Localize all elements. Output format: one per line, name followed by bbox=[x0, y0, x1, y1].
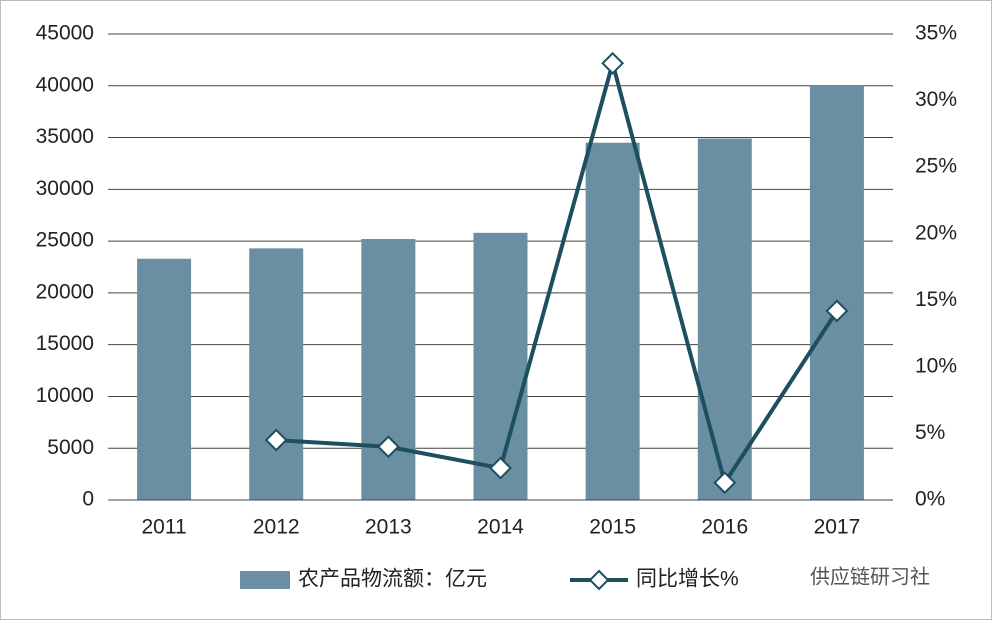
x-tick-label: 2013 bbox=[365, 516, 412, 539]
line-marker bbox=[713, 471, 737, 495]
y-tick-label: 5000 bbox=[47, 436, 94, 459]
x-tick-label: 2016 bbox=[701, 516, 748, 539]
bar bbox=[585, 142, 640, 500]
y-tick-label: 40000 bbox=[36, 73, 94, 96]
y2-tick-label: 5% bbox=[915, 421, 945, 444]
y-tick-label: 20000 bbox=[36, 280, 94, 303]
x-tick-label: 2017 bbox=[814, 516, 861, 539]
watermark: 供应链研习社 bbox=[810, 565, 930, 588]
y-tick-label: 30000 bbox=[36, 177, 94, 200]
y-tick-label: 25000 bbox=[36, 229, 94, 252]
legend-swatch bbox=[240, 571, 290, 589]
y2-tick-label: 10% bbox=[915, 354, 957, 377]
x-tick-label: 2012 bbox=[253, 516, 300, 539]
y-tick-label: 35000 bbox=[36, 125, 94, 148]
y2-tick-label: 15% bbox=[915, 288, 957, 311]
y2-tick-label: 20% bbox=[915, 221, 957, 244]
bar bbox=[809, 85, 864, 501]
x-tick-label: 2011 bbox=[141, 516, 186, 539]
y-tick-label: 45000 bbox=[36, 22, 94, 45]
y2-tick-label: 25% bbox=[915, 155, 957, 178]
y2-tick-label: 0% bbox=[915, 488, 945, 511]
y2-tick-label: 35% bbox=[915, 22, 957, 45]
y2-tick-label: 30% bbox=[915, 88, 957, 111]
line-marker bbox=[489, 456, 512, 480]
legend-marker bbox=[588, 569, 610, 591]
line bbox=[276, 55, 839, 488]
bar bbox=[137, 258, 192, 500]
y-tick-label: 15000 bbox=[36, 332, 94, 355]
line-marker bbox=[825, 299, 849, 323]
bar bbox=[697, 138, 752, 500]
x-tick-label: 2014 bbox=[477, 516, 524, 539]
legend-label: 农产品物流额：亿元 bbox=[298, 568, 487, 591]
bar bbox=[361, 239, 416, 501]
line-marker bbox=[264, 428, 288, 452]
legend-label: 同比增长% bbox=[636, 568, 739, 591]
line-marker bbox=[376, 435, 400, 459]
y-tick-label: 10000 bbox=[36, 384, 94, 407]
x-tick-label: 2015 bbox=[589, 516, 636, 539]
bar bbox=[249, 248, 304, 500]
y-tick-label: 0 bbox=[82, 488, 94, 511]
bar bbox=[473, 232, 528, 500]
line-marker bbox=[601, 51, 625, 75]
